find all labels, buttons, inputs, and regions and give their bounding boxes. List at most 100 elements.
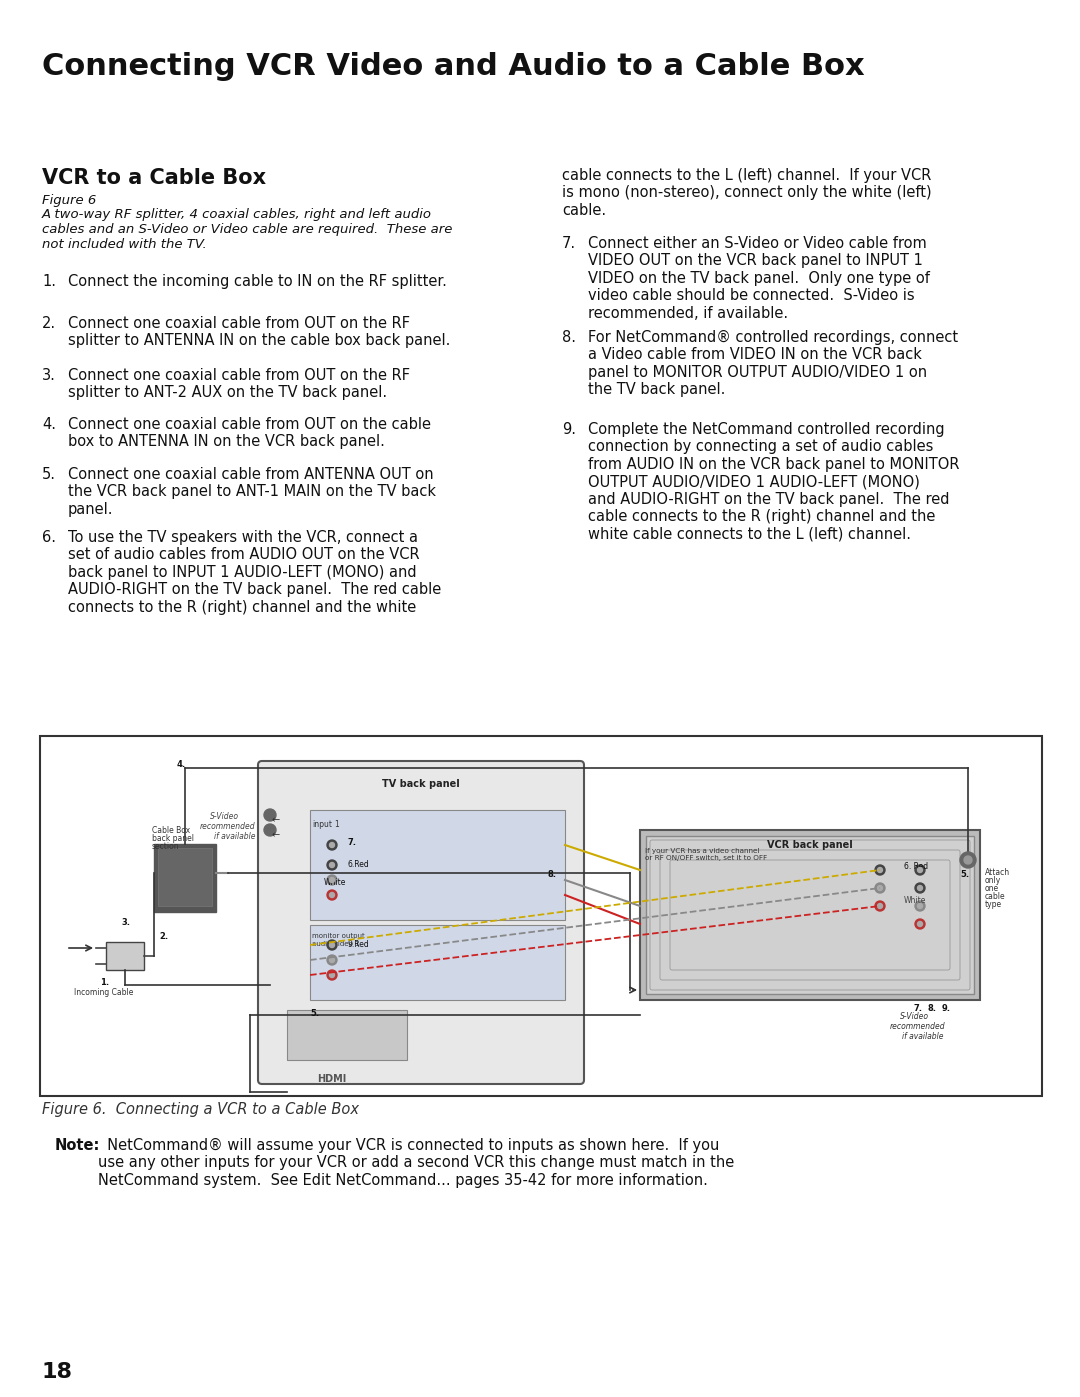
- Text: Attach: Attach: [985, 868, 1010, 877]
- Circle shape: [915, 865, 924, 875]
- Bar: [106, 942, 144, 970]
- Text: if available: if available: [214, 833, 256, 841]
- Circle shape: [327, 940, 337, 950]
- Bar: [640, 830, 980, 1000]
- Text: Complete the NetCommand controlled recording
connection by connecting a set of a: Complete the NetCommand controlled recor…: [588, 422, 959, 542]
- Text: ←: ←: [272, 830, 280, 840]
- Text: 8.: 8.: [546, 870, 556, 879]
- Text: Connect either an S-Video or Video cable from
VIDEO OUT on the VCR back panel to: Connect either an S-Video or Video cable…: [588, 236, 930, 320]
- Text: 3.: 3.: [42, 367, 56, 383]
- Text: Connect one coaxial cable from ANTENNA OUT on
the VCR back panel to ANT-1 MAIN o: Connect one coaxial cable from ANTENNA O…: [68, 467, 436, 517]
- Text: 6.Red: 6.Red: [348, 861, 369, 869]
- Text: 9.Red: 9.Red: [348, 940, 369, 949]
- Text: Connect one coaxial cable from OUT on the cable
box to ANTENNA IN on the VCR bac: Connect one coaxial cable from OUT on th…: [68, 416, 431, 450]
- Circle shape: [918, 886, 922, 890]
- Text: 5.: 5.: [42, 467, 56, 482]
- Text: 7.: 7.: [562, 236, 576, 251]
- Text: TV back panel: TV back panel: [382, 780, 460, 789]
- Text: 5.: 5.: [310, 1009, 319, 1018]
- Bar: [154, 844, 216, 912]
- Text: only: only: [985, 876, 1001, 886]
- Text: cable connects to the L (left) channel.  If your VCR
is mono (non-stereo), conne: cable connects to the L (left) channel. …: [562, 168, 932, 218]
- Circle shape: [327, 956, 337, 965]
- Bar: [287, 1010, 407, 1060]
- Circle shape: [327, 875, 337, 886]
- Circle shape: [327, 861, 337, 870]
- Circle shape: [264, 809, 276, 821]
- Circle shape: [329, 943, 335, 947]
- Circle shape: [875, 883, 885, 893]
- Text: if available: if available: [902, 1032, 944, 1041]
- Text: 2.: 2.: [159, 932, 168, 942]
- Circle shape: [327, 890, 337, 900]
- Text: 1.: 1.: [100, 978, 109, 988]
- Text: S-Video: S-Video: [210, 812, 239, 821]
- Bar: [158, 848, 212, 907]
- Circle shape: [915, 883, 924, 893]
- Text: type: type: [985, 900, 1002, 909]
- Text: 8.: 8.: [928, 1004, 937, 1013]
- Circle shape: [877, 886, 882, 890]
- Text: 7.: 7.: [914, 1004, 923, 1013]
- Text: A two-way RF splitter, 4 coaxial cables, right and left audio
cables and an S-Vi: A two-way RF splitter, 4 coaxial cables,…: [42, 208, 453, 251]
- Bar: [646, 835, 974, 995]
- Circle shape: [964, 856, 972, 863]
- Text: 6. Red: 6. Red: [904, 862, 928, 870]
- Bar: [40, 736, 1042, 1097]
- Text: To use the TV speakers with the VCR, connect a
set of audio cables from AUDIO OU: To use the TV speakers with the VCR, con…: [68, 529, 442, 615]
- Circle shape: [329, 862, 335, 868]
- Text: Connecting VCR Video and Audio to a Cable Box: Connecting VCR Video and Audio to a Cabl…: [42, 52, 865, 81]
- Circle shape: [329, 957, 335, 963]
- Text: recommended: recommended: [890, 1023, 946, 1031]
- Text: 4.: 4.: [42, 416, 56, 432]
- Text: 1.: 1.: [42, 274, 56, 289]
- Circle shape: [918, 868, 922, 873]
- Circle shape: [875, 901, 885, 911]
- Text: 9.: 9.: [942, 1004, 951, 1013]
- Text: 6.: 6.: [42, 529, 56, 545]
- Text: 3.: 3.: [121, 918, 130, 928]
- Text: 18: 18: [42, 1362, 73, 1382]
- Bar: [310, 925, 565, 1000]
- Text: VCR back panel: VCR back panel: [767, 840, 853, 849]
- Text: Connect the incoming cable to IN on the RF splitter.: Connect the incoming cable to IN on the …: [68, 274, 447, 289]
- Text: 8.: 8.: [562, 330, 576, 345]
- Text: Connect one coaxial cable from OUT on the RF
splitter to ANT-2 AUX on the TV bac: Connect one coaxial cable from OUT on th…: [68, 367, 410, 401]
- Circle shape: [918, 922, 922, 926]
- Text: 5.: 5.: [960, 870, 969, 879]
- Text: 7.: 7.: [348, 838, 357, 847]
- Text: cable: cable: [985, 893, 1005, 901]
- Circle shape: [329, 972, 335, 978]
- Text: monitor output: monitor output: [312, 933, 365, 939]
- Text: input: input: [312, 820, 332, 828]
- Bar: [310, 810, 565, 921]
- Text: 4.: 4.: [177, 760, 186, 768]
- Text: S-Video: S-Video: [900, 1011, 929, 1021]
- Circle shape: [327, 970, 337, 981]
- Text: Figure 6: Figure 6: [42, 194, 96, 207]
- Text: Incoming Cable: Incoming Cable: [75, 988, 133, 997]
- FancyBboxPatch shape: [258, 761, 584, 1084]
- Circle shape: [329, 877, 335, 883]
- Text: Connect one coaxial cable from OUT on the RF
splitter to ANTENNA IN on the cable: Connect one coaxial cable from OUT on th…: [68, 316, 450, 348]
- Text: HDMI: HDMI: [318, 1074, 347, 1084]
- Text: VCR to a Cable Box: VCR to a Cable Box: [42, 168, 266, 189]
- Text: Cable Box: Cable Box: [152, 826, 190, 835]
- Text: 9.: 9.: [562, 422, 576, 437]
- Circle shape: [329, 893, 335, 897]
- Circle shape: [915, 901, 924, 911]
- Text: recommended: recommended: [200, 821, 256, 831]
- Text: For NetCommand® controlled recordings, connect
a Video cable from VIDEO IN on th: For NetCommand® controlled recordings, c…: [588, 330, 958, 397]
- Circle shape: [918, 904, 922, 908]
- Circle shape: [915, 919, 924, 929]
- Circle shape: [329, 842, 335, 848]
- Circle shape: [875, 865, 885, 875]
- Circle shape: [264, 824, 276, 835]
- Circle shape: [327, 840, 337, 849]
- Text: White: White: [324, 877, 347, 887]
- Circle shape: [877, 904, 882, 908]
- Text: NetCommand® will assume your VCR is connected to inputs as shown here.  If you
u: NetCommand® will assume your VCR is conn…: [98, 1139, 734, 1187]
- Text: 2.: 2.: [42, 316, 56, 331]
- Circle shape: [960, 852, 976, 868]
- Text: one: one: [985, 884, 999, 893]
